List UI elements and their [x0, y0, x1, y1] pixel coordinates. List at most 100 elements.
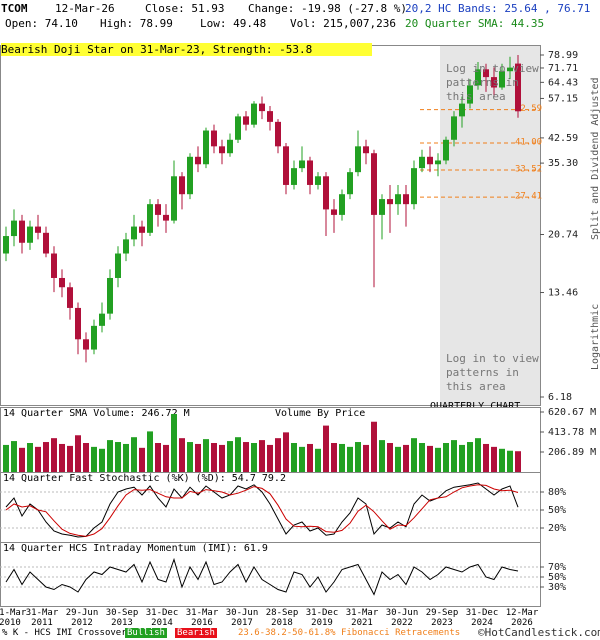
candle-body [123, 239, 129, 254]
volume-bar [339, 443, 345, 472]
x-tick-label: 31-Mar 2016 [186, 608, 219, 628]
panel [0, 472, 541, 543]
indicator-line [5, 484, 519, 537]
candle-body [187, 156, 193, 195]
candle-body [379, 199, 385, 215]
candle-body [371, 153, 377, 215]
volume-bar [67, 445, 73, 472]
x-tick-label: 28-Sep 2018 [266, 608, 299, 628]
volume-bar [403, 444, 409, 472]
volume-bar [227, 441, 233, 472]
volume-bar [411, 438, 417, 472]
volume-bar [371, 421, 377, 472]
volume-bar [499, 448, 505, 472]
candle-body [443, 139, 449, 161]
y-tick-label: 80% [548, 487, 566, 498]
volume-bar [83, 442, 89, 472]
candle-body [451, 116, 457, 140]
candle-body [507, 67, 513, 72]
volume-bar [35, 446, 41, 472]
candle-body [403, 194, 409, 205]
volume-bar [507, 450, 513, 472]
candle-body [339, 194, 345, 215]
y-tick-label: 50% [548, 572, 566, 583]
volume-bar [211, 442, 217, 472]
volume-bar [59, 443, 65, 472]
candle-body [387, 199, 393, 205]
open: Open: 74.10 [5, 17, 78, 30]
volume-bar [155, 442, 161, 472]
y-tick-label: 70% [548, 562, 566, 573]
login-note: Log in to view patterns in this area [446, 62, 539, 103]
x-tick-label: 31-Dec 2024 [466, 608, 499, 628]
fib-label: 27.41 [515, 192, 542, 202]
candle-body [323, 176, 329, 210]
candle-body [179, 176, 185, 195]
volume-bar [379, 440, 385, 472]
indicator-line [5, 557, 519, 596]
volume-bar [235, 437, 241, 472]
volume-bar [107, 440, 113, 472]
volume-bar [363, 444, 369, 472]
high: High: 78.99 [100, 17, 173, 30]
candle-body [83, 339, 89, 350]
volume-bar [387, 442, 393, 472]
y-tick-label: 6.18 [548, 392, 572, 403]
volume-bar [163, 444, 169, 472]
site: ©HotCandlestick.com [478, 626, 600, 639]
adjusted-label: Split and Dividend Adjusted [590, 77, 600, 240]
candle-body [483, 69, 489, 78]
volume-bar [291, 442, 297, 472]
candle-body [11, 220, 17, 237]
candle-body [51, 253, 57, 278]
candle-body [235, 116, 241, 140]
candle-body [499, 71, 505, 88]
candle-body [267, 111, 273, 122]
y-tick-label: 620.67 M [548, 407, 596, 418]
candle-body [307, 160, 313, 185]
y-tick-label: 30% [548, 582, 566, 593]
volume-bar [19, 447, 25, 472]
volume-bar [123, 443, 129, 472]
indicator-line [5, 482, 519, 538]
candle-body [459, 103, 465, 117]
restricted-area [440, 46, 540, 405]
volume-bar [419, 442, 425, 472]
volume-bar [435, 447, 441, 472]
candle-body [491, 77, 497, 88]
candle-body [211, 130, 217, 147]
volume-bar [171, 413, 177, 472]
candle-body [411, 168, 417, 205]
candle-body [291, 168, 297, 185]
y-tick-label: 413.78 M [548, 427, 596, 438]
candle-body [139, 226, 145, 233]
crossover-label: % K - HCS IMI Crossover, [2, 628, 133, 638]
volume-bar [427, 445, 433, 472]
candle-body [67, 287, 73, 308]
volume-bar [299, 446, 305, 472]
candle-body [75, 307, 81, 340]
volume-bar [75, 435, 81, 472]
panel-title: 14 Quarter HCS Intraday Momentum (IMI): … [3, 543, 268, 554]
candle-body [347, 172, 353, 195]
volume-bar [331, 442, 337, 472]
banner: Bearish Doji Star on 31-Mar-23, Strength… [1, 43, 373, 56]
y-tick-label: 64.43 [548, 77, 578, 88]
volume-bar [195, 443, 201, 472]
candle-body [435, 160, 441, 165]
candle-body [419, 156, 425, 169]
bands: 20,2 HC Bands: 25.64 , 76.71 [405, 2, 591, 15]
volume-bar [283, 432, 289, 472]
volume-bar [491, 446, 497, 472]
candle-body [35, 226, 41, 233]
candle-body [195, 156, 201, 165]
candle-body [91, 325, 97, 350]
volume-bar [451, 440, 457, 472]
candle-body [163, 214, 169, 221]
volume-bar [395, 446, 401, 472]
volume-bar [251, 442, 257, 472]
volume-bar [147, 431, 153, 472]
y-tick-label: 42.59 [548, 133, 578, 144]
panel-subtitle: Volume By Price [275, 408, 365, 419]
